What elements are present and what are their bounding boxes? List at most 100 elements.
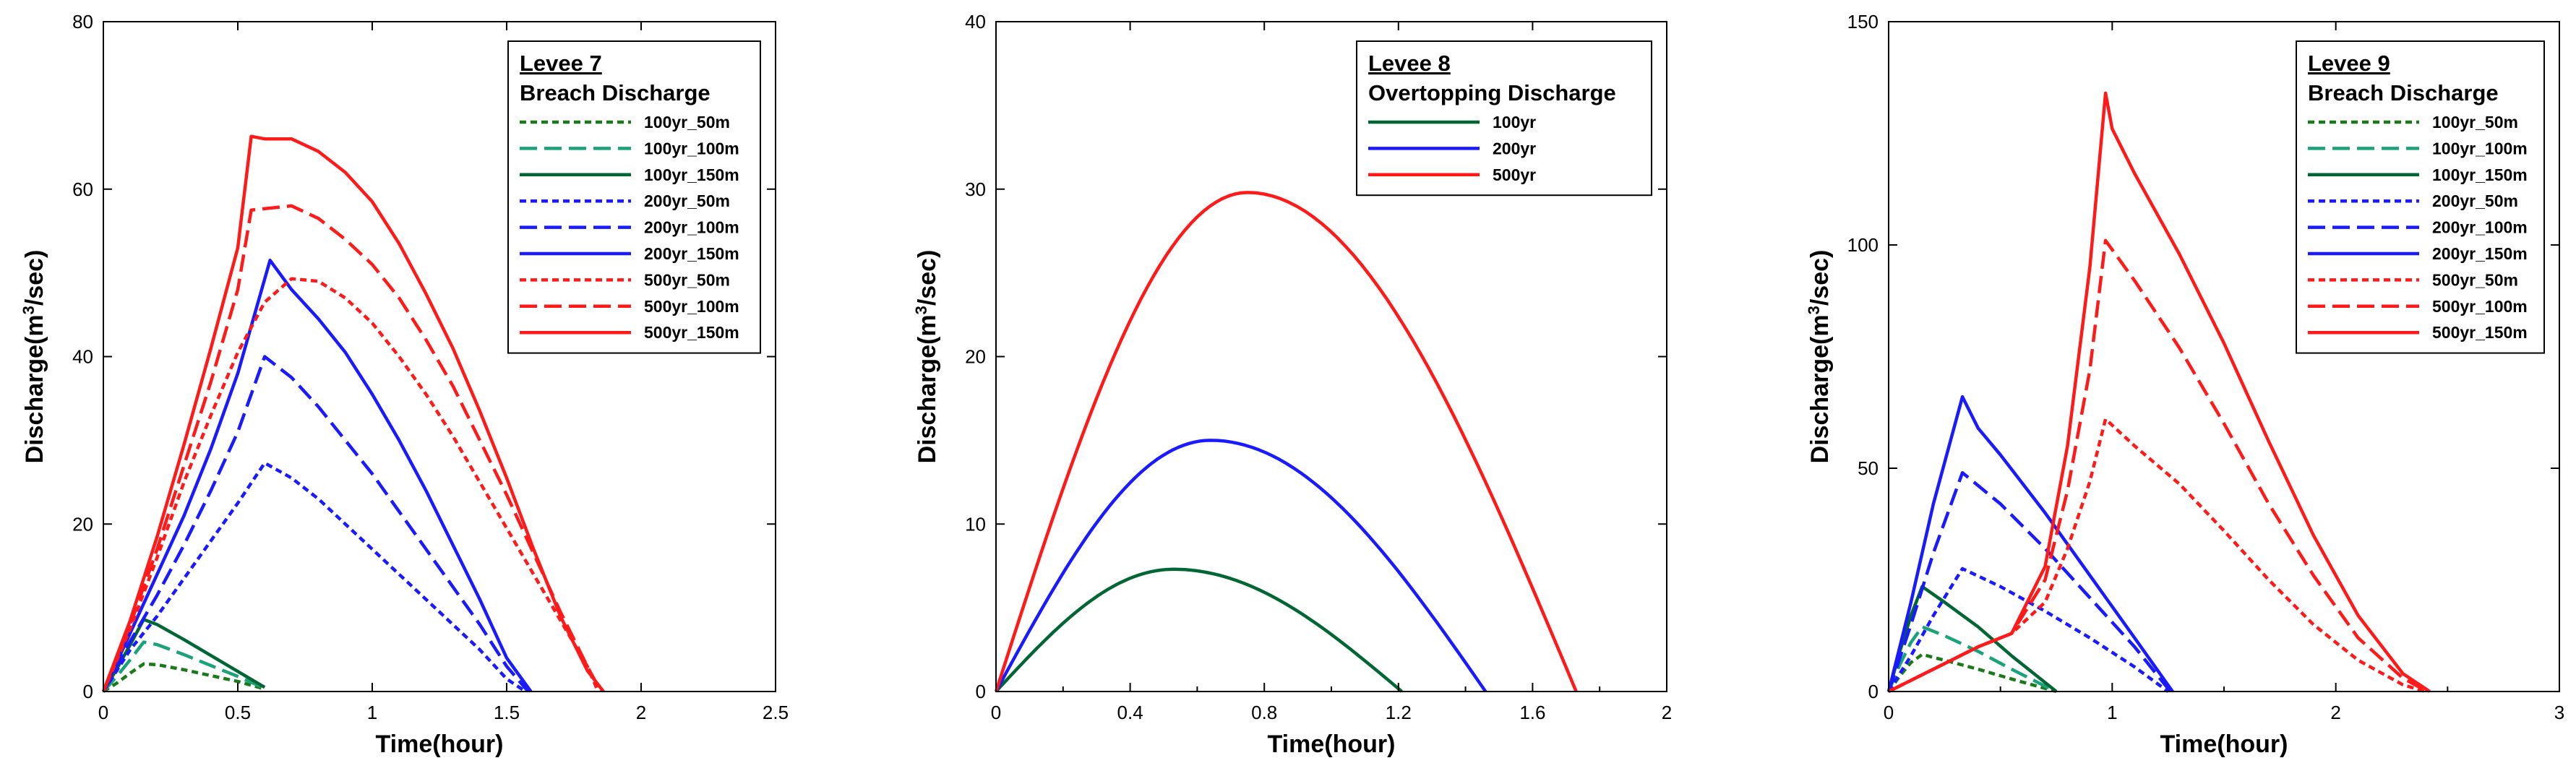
legend-label-100yr_100m: 100yr_100m: [644, 139, 739, 158]
x-tick-label: 2: [2330, 702, 2340, 723]
legend-label-100yr: 100yr: [1493, 113, 1536, 132]
x-tick-label: 0: [98, 702, 108, 723]
y-tick-label: 10: [965, 513, 986, 535]
series-line-500yr_50m: [1887, 417, 2426, 694]
legend-label-500yr_100m: 500yr_100m: [2432, 297, 2528, 316]
series-lines: [101, 134, 605, 693]
series-line-200yr_50m: [1887, 567, 2170, 693]
x-axis: 0 0.5 1 1.5 2 2.5: [98, 22, 789, 723]
x-axis: 0 0.4 0.8 1.2 1.6 2: [991, 22, 1672, 723]
legend-subtitle: Breach Discharge: [520, 80, 710, 105]
y-axis-title-main: Discharge(m: [1806, 314, 1834, 463]
y-tick-label: 60: [72, 178, 93, 200]
series-line-100yr_50m: [1887, 652, 2057, 694]
series-line-200yr_100m: [102, 355, 530, 693]
series-line-100yr_150m: [1886, 585, 2058, 693]
y-axis-title-end: /sec): [21, 250, 48, 306]
chart-panel-1: 0 0.5 1 1.5 2 2.5 0 20 40 60 80 Time(hour) Discharge…: [20, 11, 789, 758]
y-tick-label: 80: [72, 11, 93, 33]
y-axis: 0 20 40 60 80: [72, 11, 776, 702]
legend-label-100yr_50m: 100yr_50m: [644, 113, 730, 132]
legend-label-100yr_100m: 100yr_100m: [2432, 139, 2528, 158]
series-line-500yr_150m: [1887, 91, 2431, 694]
y-axis-title-main: Discharge(m: [914, 314, 941, 463]
series-line-500yr_100m: [1887, 238, 2429, 694]
x-tick-label: 1.5: [494, 702, 520, 723]
legend: Levee 8 Overtopping Discharge 100yr 200yr 50…: [1356, 40, 1652, 197]
series-line-500yr: [994, 191, 1578, 692]
series-line-200yr_50m: [102, 461, 527, 693]
y-axis-title-sup: 3: [1805, 306, 1823, 314]
legend-label-500yr_50m: 500yr_50m: [2432, 270, 2518, 289]
series-line-200yr_100m: [1886, 470, 2172, 693]
series-lines: [1886, 91, 2431, 694]
legend-label-200yr: 200yr: [1493, 139, 1536, 158]
legend-subtitle: Breach Discharge: [2308, 80, 2499, 105]
series-line-100yr_100m: [102, 640, 266, 693]
y-tick-label: 150: [1847, 11, 1879, 33]
series-line-200yr_150m: [1886, 395, 2174, 693]
legend-box: [2296, 40, 2545, 354]
x-tick-label: 1.2: [1386, 702, 1412, 723]
legend-label-200yr_150m: 200yr_150m: [644, 244, 739, 263]
legend-label-200yr_100m: 200yr_100m: [644, 218, 739, 237]
x-tick-label: 0: [1884, 702, 1894, 723]
y-tick-label: 20: [72, 513, 93, 535]
legend: Levee 7 Breach Discharge 100yr_50m 100yr_10…: [507, 40, 761, 354]
x-axis: 0 1 2 3: [1884, 22, 2564, 723]
x-tick-label: 0: [991, 702, 1001, 723]
x-tick-label: 0.8: [1251, 702, 1277, 723]
x-tick-label: 0.4: [1117, 702, 1143, 723]
y-tick-label: 0: [1868, 681, 1879, 702]
y-axis: 0 10 20 30 40: [965, 11, 1667, 702]
y-tick-label: 0: [83, 681, 93, 702]
series-line-200yr: [995, 439, 1487, 693]
y-axis-title: Discharge(m3/sec): [1805, 250, 1834, 464]
y-tick-label: 30: [965, 178, 986, 200]
x-tick-label: 2: [636, 702, 646, 723]
y-axis-title-end: /sec): [914, 250, 941, 306]
y-tick-label: 40: [965, 11, 986, 33]
legend-label-500yr_100m: 500yr_100m: [644, 297, 739, 316]
series-lines: [994, 191, 1578, 693]
legend-label-500yr_50m: 500yr_50m: [644, 270, 730, 289]
y-tick-label: 0: [976, 681, 986, 702]
legend-title: Levee 9: [2308, 51, 2390, 76]
legend-title: Levee 8: [1368, 51, 1451, 76]
x-axis-title: Time(hour): [1268, 731, 1396, 758]
y-axis-title-end: /sec): [1806, 250, 1834, 306]
y-tick-label: 40: [72, 346, 93, 368]
chart-panel-2: 0 0.4 0.8 1.2 1.6 2010203040Time(hour)Dischar…: [912, 11, 1672, 758]
legend-box: [507, 40, 761, 354]
y-axis-title: Discharge(m3/sec): [912, 250, 941, 464]
legend-label-100yr_50m: 100yr_50m: [2432, 113, 2518, 132]
chart-panel-3: 0 1 2 3050100150Time(hour)Discharge(m3/sec)…: [1805, 11, 2564, 758]
legend: Levee 9 Breach Discharge 100yr_50m 100yr_10…: [2296, 40, 2545, 354]
y-axis-title-sup: 3: [20, 306, 38, 314]
legend-box: [1356, 40, 1652, 197]
y-tick-label: 50: [1858, 457, 1879, 479]
y-axis: 0 50 100 150: [1847, 11, 2559, 702]
series-line-100yr_100m: [1886, 625, 2057, 694]
x-tick-label: 3: [2554, 702, 2564, 723]
legend-label-200yr_100m: 200yr_100m: [2432, 218, 2528, 237]
series-line-500yr_100m: [101, 204, 603, 693]
legend-label-200yr_50m: 200yr_50m: [2432, 191, 2518, 210]
x-tick-label: 1.6: [1519, 702, 1545, 723]
y-axis-title-main: Discharge(m: [21, 314, 48, 463]
legend-label-100yr_150m: 100yr_150m: [2432, 165, 2528, 184]
y-tick-label: 20: [965, 346, 986, 368]
x-tick-label: 0.5: [225, 702, 251, 723]
series-line-200yr_150m: [101, 258, 533, 693]
x-axis-title: Time(hour): [376, 731, 504, 758]
x-tick-label: 1: [2107, 702, 2117, 723]
x-axis-title: Time(hour): [2160, 731, 2288, 758]
legend-label-200yr_50m: 200yr_50m: [644, 191, 730, 210]
legend-label-500yr_150m: 500yr_150m: [2432, 323, 2528, 342]
y-tick-label: 100: [1847, 234, 1879, 256]
y-axis-title-sup: 3: [912, 306, 930, 314]
series-line-100yr_50m: [102, 662, 265, 693]
series-line-500yr_150m: [101, 134, 605, 693]
y-axis-title: Discharge(m3/sec): [20, 250, 48, 464]
